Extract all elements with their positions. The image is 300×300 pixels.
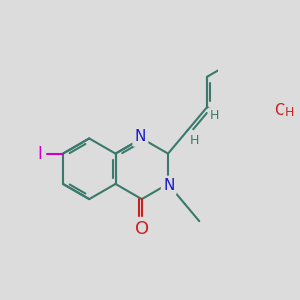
Text: I: I — [38, 145, 42, 163]
Text: H: H — [285, 106, 295, 119]
Text: H: H — [190, 134, 200, 147]
Text: N: N — [135, 130, 146, 145]
Text: O: O — [274, 103, 286, 118]
Text: N: N — [163, 178, 175, 193]
Text: O: O — [135, 220, 149, 238]
Text: H: H — [210, 109, 219, 122]
